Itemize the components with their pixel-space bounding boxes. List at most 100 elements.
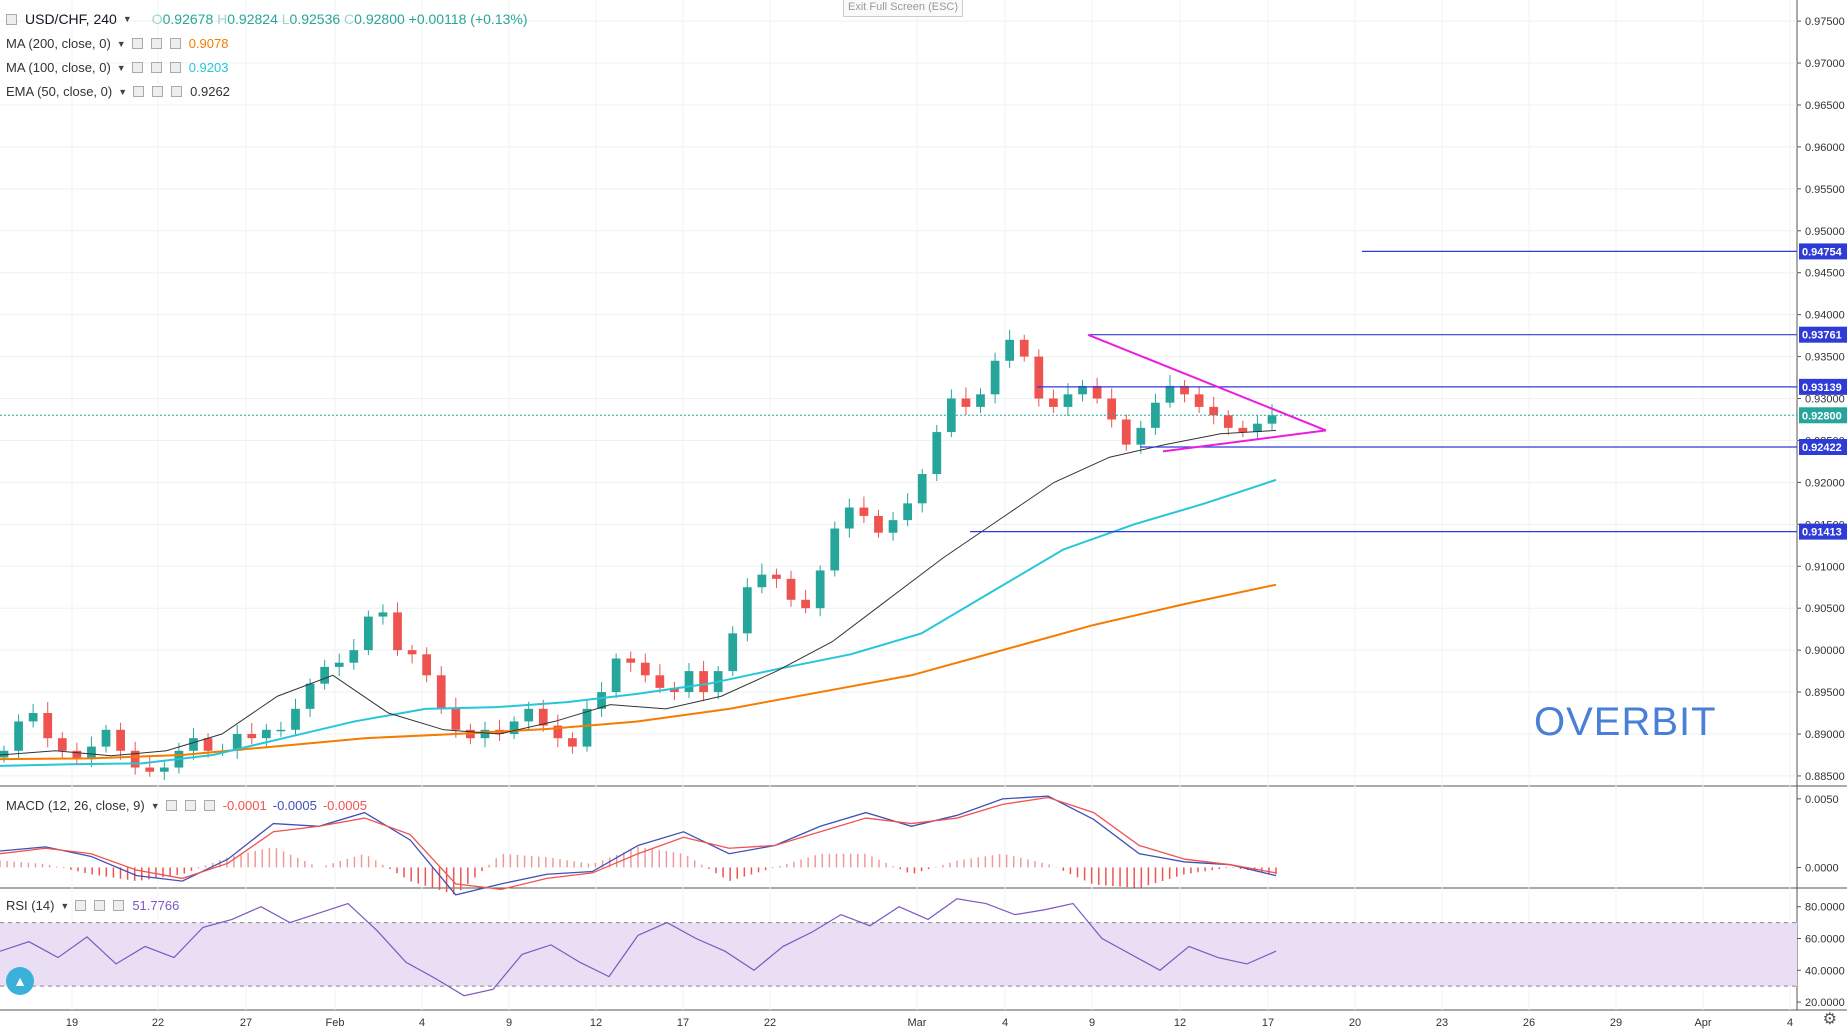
candle-body: [961, 398, 971, 407]
close-icon[interactable]: [203, 800, 215, 811]
tradingview-logo-icon[interactable]: ▲: [6, 967, 34, 995]
macd-line: [0, 795, 1277, 896]
gear-icon[interactable]: [150, 38, 162, 49]
macd-value-3: -0.0005: [322, 798, 367, 813]
candle-body: [101, 729, 111, 747]
candle-body: [1180, 385, 1189, 395]
ma100-line: [0, 478, 1277, 767]
chevron-down-icon[interactable]: ▼: [60, 900, 70, 911]
chevron-down-icon[interactable]: ▼: [150, 800, 160, 811]
candle-body: [305, 683, 315, 709]
candle-body: [203, 738, 213, 751]
candle-body: [1223, 415, 1233, 428]
candle-body: [1151, 402, 1160, 428]
chevron-down-icon[interactable]: ▼: [122, 14, 132, 24]
eye-icon[interactable]: [131, 38, 143, 49]
candle-body: [72, 750, 82, 760]
time-tick-label: 17: [1262, 1017, 1274, 1029]
time-tick-label: 23: [1436, 1017, 1448, 1029]
candle-body: [524, 708, 534, 722]
indicator-ma100[interactable]: MA (100, close, 0) ▼ 0.9203: [6, 60, 228, 75]
close-icon[interactable]: [169, 38, 181, 49]
triangle-upper-line: [1087, 333, 1327, 432]
candle-body: [1267, 415, 1277, 424]
eye-icon[interactable]: [133, 86, 145, 97]
indicator-ma200[interactable]: MA (200, close, 0) ▼ 0.9078: [6, 36, 228, 51]
rsi-line: [0, 898, 1277, 997]
eye-icon[interactable]: [165, 800, 177, 811]
level-label-box: [1799, 243, 1847, 260]
candle-body: [87, 746, 96, 760]
ma200-line: [0, 583, 1277, 761]
candle-body: [932, 432, 942, 474]
level-label-box: [1799, 378, 1847, 395]
candle-body: [1136, 427, 1146, 445]
price-tick-label: 0.89500: [1805, 687, 1845, 699]
chevron-down-icon[interactable]: ▼: [118, 86, 128, 97]
gear-icon[interactable]: [150, 62, 162, 73]
candle-body: [903, 503, 913, 521]
candle-body: [1107, 398, 1117, 420]
close-value: 0.92800: [354, 11, 405, 27]
level-label: 0.94754: [1802, 246, 1843, 258]
time-tick-label: 22: [152, 1017, 164, 1029]
rsi-tick-label: 40.0000: [1805, 965, 1845, 977]
chevron-down-icon[interactable]: ▼: [116, 38, 126, 49]
candle-body: [407, 650, 417, 655]
candle-body: [859, 507, 869, 516]
rsi-value: 51.7766: [132, 898, 180, 913]
price-tick-label: 0.93000: [1805, 394, 1845, 406]
symbol-title[interactable]: USD/CHF, 240: [25, 11, 117, 27]
candle-body: [247, 734, 257, 739]
exit-fullscreen-button[interactable]: Exit Full Screen (ESC): [843, 0, 963, 17]
rsi-tick-label: 60.0000: [1805, 933, 1845, 945]
brand-watermark: OVERBIT: [1534, 700, 1717, 744]
rsi-band: [0, 922, 1797, 987]
ma100-label: MA (100, close, 0): [6, 60, 111, 75]
candle-body: [1078, 385, 1087, 395]
gear-icon[interactable]: [184, 800, 196, 811]
macd-tick-label: 0.0050: [1805, 794, 1839, 806]
candle-body: [145, 767, 155, 772]
candle-body: [582, 708, 592, 747]
collapse-icon[interactable]: [6, 13, 17, 25]
level-label: 0.93139: [1802, 382, 1842, 394]
close-icon[interactable]: [171, 86, 183, 97]
level-label-box: [1799, 326, 1847, 343]
indicator-macd[interactable]: MACD (12, 26, close, 9) ▼ -0.0001 -0.000…: [6, 798, 367, 813]
macd-signal-line: [0, 796, 1277, 891]
close-icon[interactable]: [169, 62, 181, 73]
candle-body: [728, 633, 738, 672]
close-icon[interactable]: [113, 900, 125, 911]
candle-body: [830, 528, 840, 571]
rsi-label: RSI (14): [6, 898, 55, 913]
change-value: +0.00118 (+0.13%): [408, 11, 528, 27]
time-tick-label: 27: [240, 1017, 252, 1029]
settings-gear-icon[interactable]: ⚙: [1822, 1011, 1837, 1028]
candle-body: [349, 650, 359, 663]
eye-icon[interactable]: [75, 900, 87, 911]
price-tick-label: 0.91000: [1805, 561, 1845, 573]
candle-body: [43, 713, 53, 739]
candle-body: [757, 574, 767, 588]
price-tick-label: 0.92000: [1805, 477, 1845, 489]
price-tick-label: 0.97000: [1805, 58, 1845, 70]
candle-body: [1063, 394, 1073, 407]
indicator-ema50[interactable]: EMA (50, close, 0) ▼ 0.9262: [6, 84, 230, 99]
price-tick-label: 0.94000: [1805, 310, 1845, 322]
time-tick-label: 4: [419, 1017, 425, 1029]
gear-icon[interactable]: [152, 86, 164, 97]
candle-body: [261, 729, 271, 739]
time-tick-label: 26: [1523, 1017, 1535, 1029]
macd-label: MACD (12, 26, close, 9): [6, 798, 145, 813]
candle-body: [888, 520, 898, 533]
indicator-rsi[interactable]: RSI (14) ▼ 51.7766: [6, 898, 179, 913]
candle-body: [801, 599, 810, 609]
eye-icon[interactable]: [131, 62, 143, 73]
candle-body: [1005, 339, 1015, 361]
candle-body: [276, 729, 286, 732]
chevron-down-icon[interactable]: ▼: [116, 62, 126, 73]
gear-icon[interactable]: [94, 900, 106, 911]
current-price-label: 0.92800: [1802, 410, 1842, 422]
